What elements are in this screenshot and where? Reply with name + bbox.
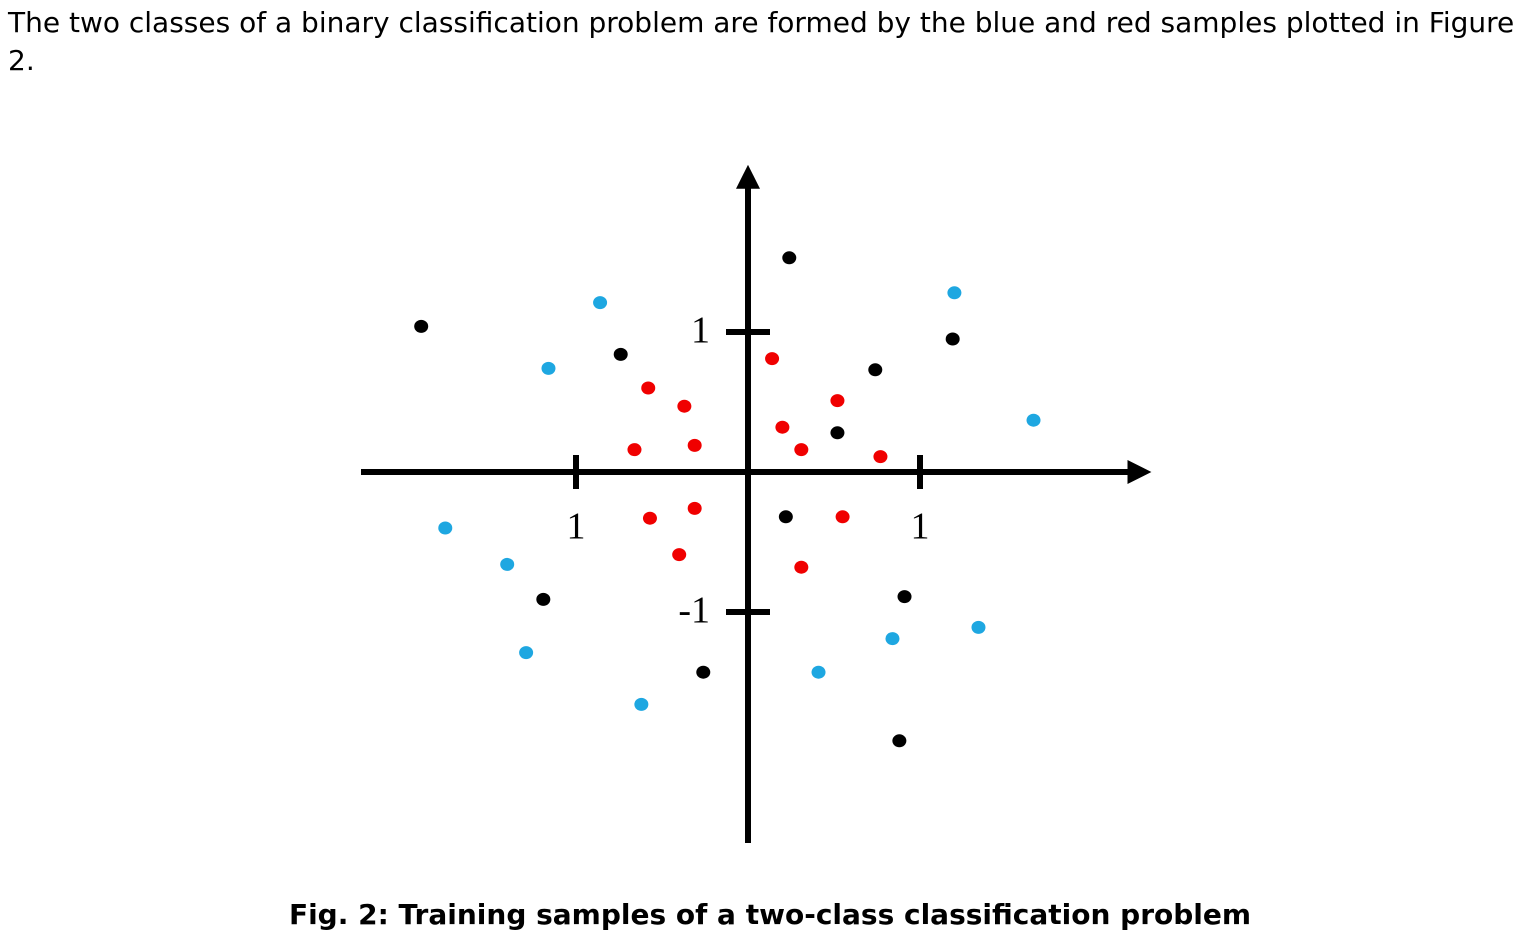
sample-point: [885, 632, 900, 646]
sample-point: [830, 426, 845, 440]
sample-point: [672, 548, 687, 562]
sample-point: [782, 251, 797, 265]
sample-point: [811, 665, 826, 679]
sample-point: [873, 450, 888, 464]
sample-point: [613, 347, 628, 361]
sample-point: [1026, 413, 1041, 427]
sample-point: [835, 510, 850, 524]
sample-point: [677, 399, 692, 413]
sample-point: [794, 560, 809, 574]
intro-text: The two classes of a binary classificati…: [8, 6, 1515, 77]
sample-point: [971, 620, 986, 634]
sample-point: [830, 394, 845, 408]
sample-point: [627, 443, 642, 457]
figure-caption: Fig. 2: Training samples of a two-class …: [289, 898, 1251, 931]
sample-point: [868, 363, 883, 377]
sample-point: [541, 361, 556, 375]
sample-point: [945, 332, 960, 346]
sample-point: [687, 438, 702, 452]
y-tick-label: 1: [691, 310, 710, 352]
sample-point: [892, 734, 907, 748]
sample-point: [536, 592, 551, 606]
sample-point: [438, 521, 453, 535]
sample-point: [794, 443, 809, 457]
sample-point: [634, 697, 649, 711]
sample-point: [947, 286, 962, 300]
sample-point: [500, 557, 515, 571]
sample-point: [687, 501, 702, 515]
sample-point: [765, 352, 780, 366]
sample-point: [519, 646, 534, 660]
sample-point: [897, 590, 912, 604]
sample-point: [593, 296, 608, 310]
sample-point: [641, 381, 656, 395]
y-tick-label: -1: [678, 590, 710, 632]
x-tick-label: 1: [567, 506, 586, 548]
sample-point: [642, 511, 657, 525]
sample-point: [414, 319, 429, 333]
x-tick-label: 1: [911, 506, 930, 548]
sample-point: [696, 665, 711, 679]
sample-point: [778, 510, 793, 524]
sample-point: [775, 420, 790, 434]
